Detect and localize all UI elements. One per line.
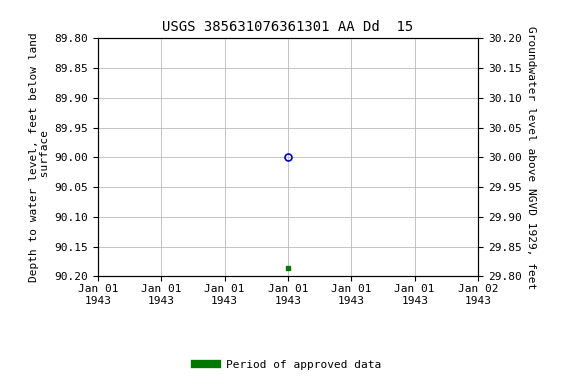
Legend: Period of approved data: Period of approved data — [191, 356, 385, 375]
Y-axis label: Depth to water level, feet below land
 surface: Depth to water level, feet below land su… — [29, 33, 50, 282]
Y-axis label: Groundwater level above NGVD 1929, feet: Groundwater level above NGVD 1929, feet — [526, 26, 536, 289]
Title: USGS 385631076361301 AA Dd  15: USGS 385631076361301 AA Dd 15 — [162, 20, 414, 35]
